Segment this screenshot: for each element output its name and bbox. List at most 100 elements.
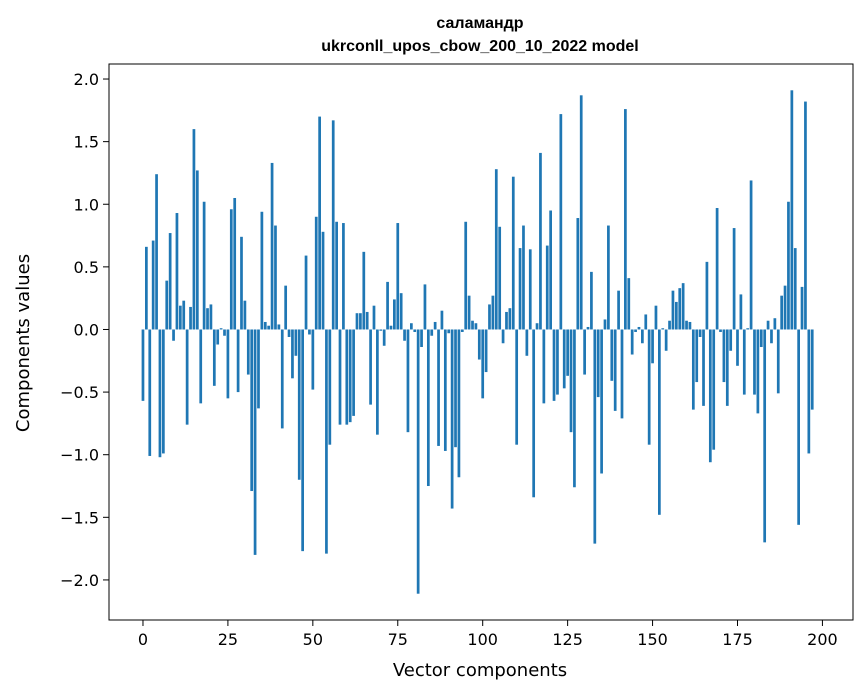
bar-45 bbox=[294, 329, 298, 356]
bar-18 bbox=[202, 201, 206, 330]
bar-183 bbox=[763, 329, 767, 543]
bar-88 bbox=[440, 310, 444, 330]
bar-14 bbox=[189, 306, 192, 330]
bar-163 bbox=[695, 329, 699, 383]
bar-59 bbox=[342, 223, 345, 330]
bar-103 bbox=[491, 295, 495, 330]
bar-69 bbox=[376, 329, 379, 435]
bar-41 bbox=[280, 329, 284, 429]
bar-1 bbox=[145, 246, 148, 330]
bar-89 bbox=[443, 329, 447, 451]
bar-142 bbox=[624, 109, 627, 330]
bar-54 bbox=[325, 329, 328, 554]
y-tick-label: 0.0 bbox=[74, 320, 99, 339]
bar-117 bbox=[539, 152, 542, 330]
bar-10 bbox=[175, 213, 179, 330]
bar-93 bbox=[457, 329, 461, 478]
bar-29 bbox=[240, 236, 243, 330]
plot-frame bbox=[108, 63, 854, 621]
x-tick-label: 75 bbox=[388, 630, 408, 649]
bar-19 bbox=[206, 308, 209, 330]
bar-185 bbox=[770, 329, 773, 344]
bar-122 bbox=[556, 329, 559, 395]
bar-48 bbox=[304, 255, 308, 330]
bar-116 bbox=[535, 323, 539, 330]
bar-98 bbox=[474, 323, 478, 330]
x-tick-label: 25 bbox=[218, 630, 238, 649]
bar-42 bbox=[284, 285, 288, 330]
x-axis-ticks: 0 25 50 75 100 125 150 175 200 bbox=[138, 620, 838, 649]
bar-35 bbox=[260, 211, 264, 330]
bar-100 bbox=[481, 329, 485, 399]
bar-166 bbox=[705, 261, 709, 330]
bar-130 bbox=[583, 329, 586, 375]
bar-7 bbox=[165, 280, 169, 330]
bar-8 bbox=[168, 233, 172, 330]
bar-158 bbox=[678, 288, 682, 330]
bar-series bbox=[141, 90, 814, 594]
bar-174 bbox=[732, 228, 736, 330]
bar-164 bbox=[698, 329, 702, 337]
bar-131 bbox=[586, 326, 590, 330]
bar-75 bbox=[396, 223, 400, 330]
bar-2 bbox=[148, 329, 152, 456]
bar-44 bbox=[291, 329, 294, 379]
bar-32 bbox=[250, 329, 254, 492]
bar-114 bbox=[528, 249, 532, 330]
bar-178 bbox=[746, 328, 750, 330]
bar-175 bbox=[736, 329, 739, 366]
bar-21 bbox=[212, 329, 216, 386]
bar-144 bbox=[630, 329, 634, 355]
y-tick-label: 1.0 bbox=[74, 195, 99, 214]
bar-66 bbox=[365, 311, 369, 330]
bar-51 bbox=[314, 216, 318, 330]
bar-94 bbox=[460, 329, 464, 332]
bar-123 bbox=[559, 114, 563, 330]
bar-112 bbox=[522, 225, 525, 330]
y-tick-label: −1.0 bbox=[60, 446, 99, 465]
bar-23 bbox=[219, 328, 223, 330]
bar-56 bbox=[331, 120, 335, 330]
x-axis-label: Vector components bbox=[393, 660, 567, 681]
bar-91 bbox=[450, 329, 454, 509]
bar-47 bbox=[301, 329, 304, 552]
bar-149 bbox=[647, 329, 651, 445]
bar-68 bbox=[372, 305, 376, 330]
bar-40 bbox=[277, 324, 281, 330]
bar-46 bbox=[297, 329, 301, 480]
x-tick-label: 50 bbox=[303, 630, 323, 649]
chart-title: саламандр bbox=[436, 15, 523, 32]
bar-119 bbox=[545, 245, 549, 330]
bar-55 bbox=[328, 329, 332, 445]
bar-141 bbox=[620, 329, 624, 419]
bar-157 bbox=[674, 301, 678, 330]
bar-132 bbox=[590, 271, 593, 330]
bar-118 bbox=[542, 329, 546, 404]
y-axis-ticks: −2.0 −1.5 −1.0 −0.5 0.0 0.5 1.0 1.5 2.0 bbox=[60, 70, 109, 590]
bar-172 bbox=[725, 329, 729, 406]
bar-139 bbox=[613, 329, 617, 411]
bar-193 bbox=[797, 329, 800, 525]
bar-80 bbox=[413, 329, 417, 332]
bar-133 bbox=[593, 329, 597, 544]
bar-67 bbox=[369, 329, 372, 405]
bar-87 bbox=[437, 329, 440, 446]
bar-105 bbox=[498, 226, 502, 330]
bar-84 bbox=[426, 329, 430, 487]
y-tick-label: 2.0 bbox=[74, 70, 99, 89]
bar-161 bbox=[688, 321, 692, 330]
bar-124 bbox=[562, 329, 566, 389]
bar-121 bbox=[552, 329, 556, 401]
bar-148 bbox=[644, 314, 648, 330]
bar-168 bbox=[712, 329, 716, 450]
bar-95 bbox=[464, 221, 468, 330]
bar-65 bbox=[362, 251, 366, 330]
bar-135 bbox=[600, 329, 603, 474]
bar-38 bbox=[270, 162, 274, 330]
bar-61 bbox=[348, 329, 352, 423]
bar-156 bbox=[671, 290, 675, 330]
y-tick-label: 0.5 bbox=[74, 258, 99, 277]
bar-190 bbox=[787, 201, 790, 330]
bar-146 bbox=[637, 326, 641, 330]
